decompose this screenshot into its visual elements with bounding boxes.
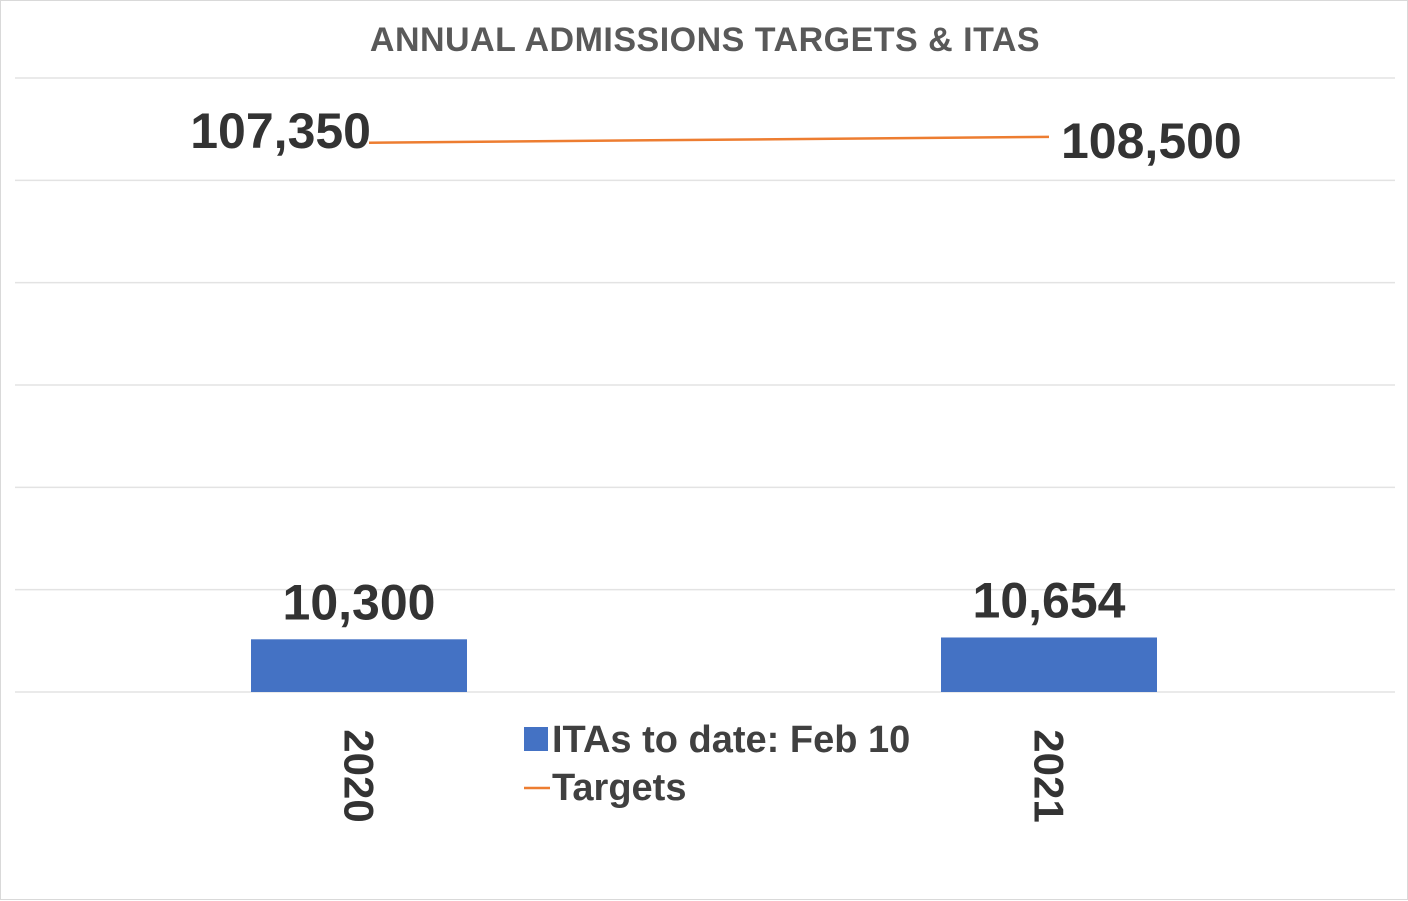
bar-data-label-2021: 10,654 — [973, 572, 1126, 628]
x-axis-ticks: 2020 2021 — [336, 729, 1073, 822]
gridlines — [15, 77, 1395, 693]
x-tick-2020: 2020 — [336, 729, 383, 822]
bar-2021 — [941, 637, 1157, 692]
legend-swatch-itas — [524, 727, 548, 751]
legend: ITAs to date: Feb 10 Targets — [524, 719, 910, 809]
chart-title: ANNUAL ADMISSIONS TARGETS & ITAS — [370, 21, 1040, 59]
legend-label-targets: Targets — [552, 767, 686, 809]
data-labels: 10,300 10,654 107,350 108,500 — [190, 103, 1242, 630]
bar-series — [251, 637, 1157, 692]
bar-data-label-2020: 10,300 — [283, 574, 436, 630]
legend-label-itas: ITAs to date: Feb 10 — [552, 719, 910, 761]
x-tick-2021: 2021 — [1026, 729, 1073, 822]
line-series — [368, 135, 1050, 144]
target-data-label-2021: 108,500 — [1061, 113, 1242, 169]
bar-2020 — [251, 639, 467, 692]
target-data-label-2020: 107,350 — [190, 103, 371, 159]
targets-line — [368, 135, 1050, 144]
